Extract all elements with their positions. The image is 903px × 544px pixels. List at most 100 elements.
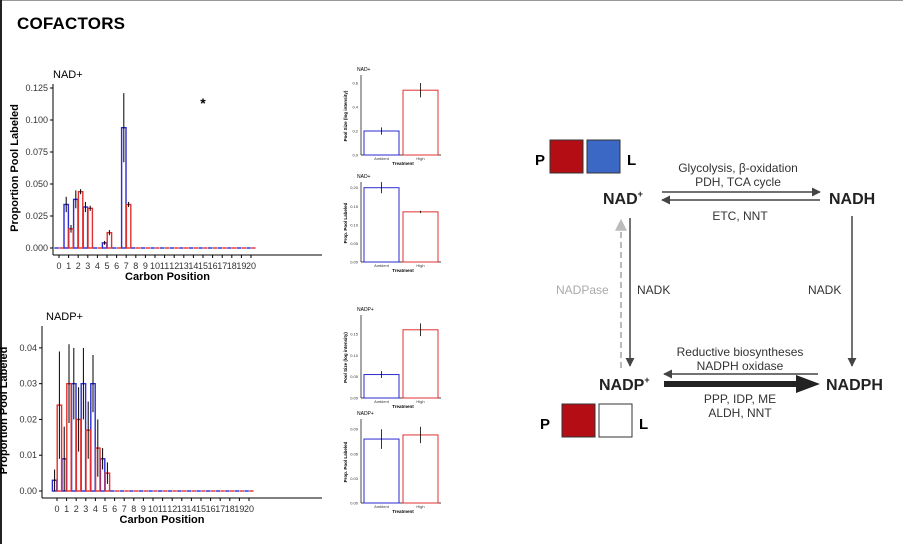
nadp-pool-size-y-tick-label: 0.00	[350, 396, 359, 401]
nadp-prop-labeled-x-axis-label: Treatment	[392, 509, 414, 514]
nad-x-tick-label: 7	[124, 261, 129, 271]
nadk-right-label: NADK	[808, 283, 841, 297]
nadp-x-tick-label: 11	[158, 504, 167, 514]
nad-prop-labeled-y-tick-label: 0.10	[350, 222, 359, 227]
nadp-to-nadph-thick-arrow	[664, 375, 820, 393]
l-label-bottom: L	[639, 416, 648, 433]
nad-x-tick-label: 17	[217, 261, 227, 271]
nadp-y-tick-label: 0.04	[19, 343, 37, 353]
nad-pool-size-x-tick-label: Ambient	[374, 156, 390, 161]
nadh-node: NADH	[829, 191, 875, 208]
nadp-x-tick-label: 12	[167, 504, 177, 514]
nad-x-tick-label: 0	[56, 261, 61, 271]
reductive-label-1: Reductive biosyntheses	[677, 345, 804, 359]
nadp-x-tick-label: 20	[244, 504, 254, 514]
charts-group: NAD+0.0000.0250.0500.0750.1000.125Propor…	[0, 67, 441, 526]
nad-prop-labeled-y-tick-label: 0.15	[350, 204, 359, 209]
nad-prop-labeled-title: NAD+	[357, 174, 371, 180]
nadp-y-tick-label: 0.03	[19, 379, 37, 389]
nad-x-tick-label: 6	[114, 261, 119, 271]
ppp-label-1: PPP, IDP, ME	[704, 392, 776, 406]
nad-chart-title: NAD+	[53, 69, 83, 81]
nadp-prop-labeled-y-axis-label: Prop. Pool Labeled	[343, 441, 348, 482]
nad-node: NAD+	[603, 189, 643, 208]
nad-pool-size-y-tick-label: 0.0	[352, 153, 358, 158]
l-color-box-bottom	[598, 403, 633, 438]
nad-pool-size-y-tick-label: 0.6	[352, 81, 358, 86]
nadp-x-tick-label: 6	[112, 504, 117, 514]
nad-x-tick-label: 1	[66, 261, 71, 271]
nad-x-tick-label: 4	[95, 261, 100, 271]
nadk-left-label: NADK	[637, 283, 670, 297]
nadp-x-tick-label: 10	[148, 504, 158, 514]
nadp-chart-title: NADP+	[46, 311, 83, 323]
reductive-label-2: NADPH oxidase	[697, 359, 784, 373]
nad-x-tick-label: 14	[188, 261, 198, 271]
l-label-top: L	[627, 152, 636, 169]
nad-x-tick-label: 9	[143, 261, 148, 271]
p-color-box-top	[549, 139, 584, 174]
nad-prop-labeled-x-axis-label: Treatment	[392, 268, 414, 273]
nadp-pool-size-bar	[363, 374, 400, 399]
p-label-top: P	[535, 152, 545, 169]
nad-x-tick-label: 15	[198, 261, 208, 271]
nadp-node: NADP+	[599, 375, 650, 394]
nad-x-axis-label: Carbon Position	[125, 271, 210, 283]
l-color-box-top	[586, 139, 621, 174]
nad-significance-star: *	[200, 95, 206, 111]
nad-x-tick-label: 20	[246, 261, 256, 271]
nadp-prop-labeled-x-tick-label: High	[416, 504, 424, 509]
nad-pool-size-title: NAD+	[357, 67, 371, 73]
nad-prop-labeled-y-tick-label: 0.20	[350, 185, 359, 190]
nad-y-tick-label: 0.000	[25, 243, 48, 253]
nadp-pool-size-x-tick-label: High	[416, 399, 424, 404]
nad-x-tick-label: 2	[76, 261, 81, 271]
nad-pool-size-x-tick-label: High	[416, 156, 424, 161]
nadp-pool-size-title: NADP+	[357, 307, 374, 313]
nadp-x-tick-label: 2	[74, 504, 79, 514]
p-color-box-bottom	[561, 403, 596, 438]
etc-label: ETC, NNT	[712, 209, 768, 223]
nadp-x-axis-label: Carbon Position	[120, 514, 205, 526]
nad-y-tick-label: 0.025	[25, 211, 48, 221]
page-title: COFACTORS	[17, 14, 126, 33]
glycolysis-label-2: PDH, TCA cycle	[695, 175, 781, 189]
nad-y-tick-label: 0.050	[25, 179, 48, 189]
frame-left-border	[0, 0, 2, 544]
p-label-bottom: P	[540, 416, 550, 433]
nad-bar	[87, 207, 94, 249]
nadp-x-tick-label: 0	[54, 504, 59, 514]
nad-x-tick-label: 13	[179, 261, 189, 271]
nad-x-tick-label: 10	[150, 261, 160, 271]
nad-prop-labeled-bar	[363, 187, 400, 263]
cofactor-pathway-diagram: P L P L NAD+ NADH NADP+ NADPH Glycolysis…	[535, 139, 883, 438]
nadp-y-tick-label: 0.00	[19, 486, 37, 496]
nad-pool-size-bar	[402, 89, 439, 156]
nadph-node: NADPH	[826, 377, 883, 394]
nadp-x-tick-label: 16	[206, 504, 216, 514]
nadp-x-tick-label: 19	[234, 504, 244, 514]
nadp-pool-size-y-axis-label: Pool Size (log intensity)	[343, 332, 348, 383]
nadp-pool-size-y-tick-label: 0.10	[350, 353, 359, 358]
nad-prop-labeled-bar	[402, 211, 439, 263]
nadp-x-tick-label: 5	[102, 504, 107, 514]
nadp-x-tick-label: 18	[225, 504, 235, 514]
nad-x-tick-label: 18	[227, 261, 237, 271]
nad-y-tick-label: 0.100	[25, 115, 48, 125]
nadp-x-tick-label: 9	[141, 504, 146, 514]
nadp-prop-labeled-y-tick-label: 0.00	[350, 501, 359, 506]
nad-y-tick-label: 0.125	[25, 83, 48, 93]
nad-x-tick-label: 16	[208, 261, 218, 271]
nadpase-label: NADPase	[556, 283, 609, 297]
nadp-x-tick-label: 17	[215, 504, 225, 514]
nadp-prop-labeled-title: NADP+	[357, 411, 374, 417]
nadp-y-axis-label: Proportion Pool Labeled	[0, 347, 10, 475]
nad-prop-labeled-y-tick-label: 0.05	[350, 241, 359, 246]
nadp-pool-size-bar	[402, 329, 439, 399]
nad-prop-labeled-y-tick-label: 0.00	[350, 260, 359, 265]
nad-prop-labeled-y-axis-label: Prop. Pool Labeled	[343, 202, 348, 243]
nad-x-tick-label: 12	[169, 261, 179, 271]
nad-bar	[82, 206, 89, 249]
nadp-x-tick-label: 4	[93, 504, 98, 514]
